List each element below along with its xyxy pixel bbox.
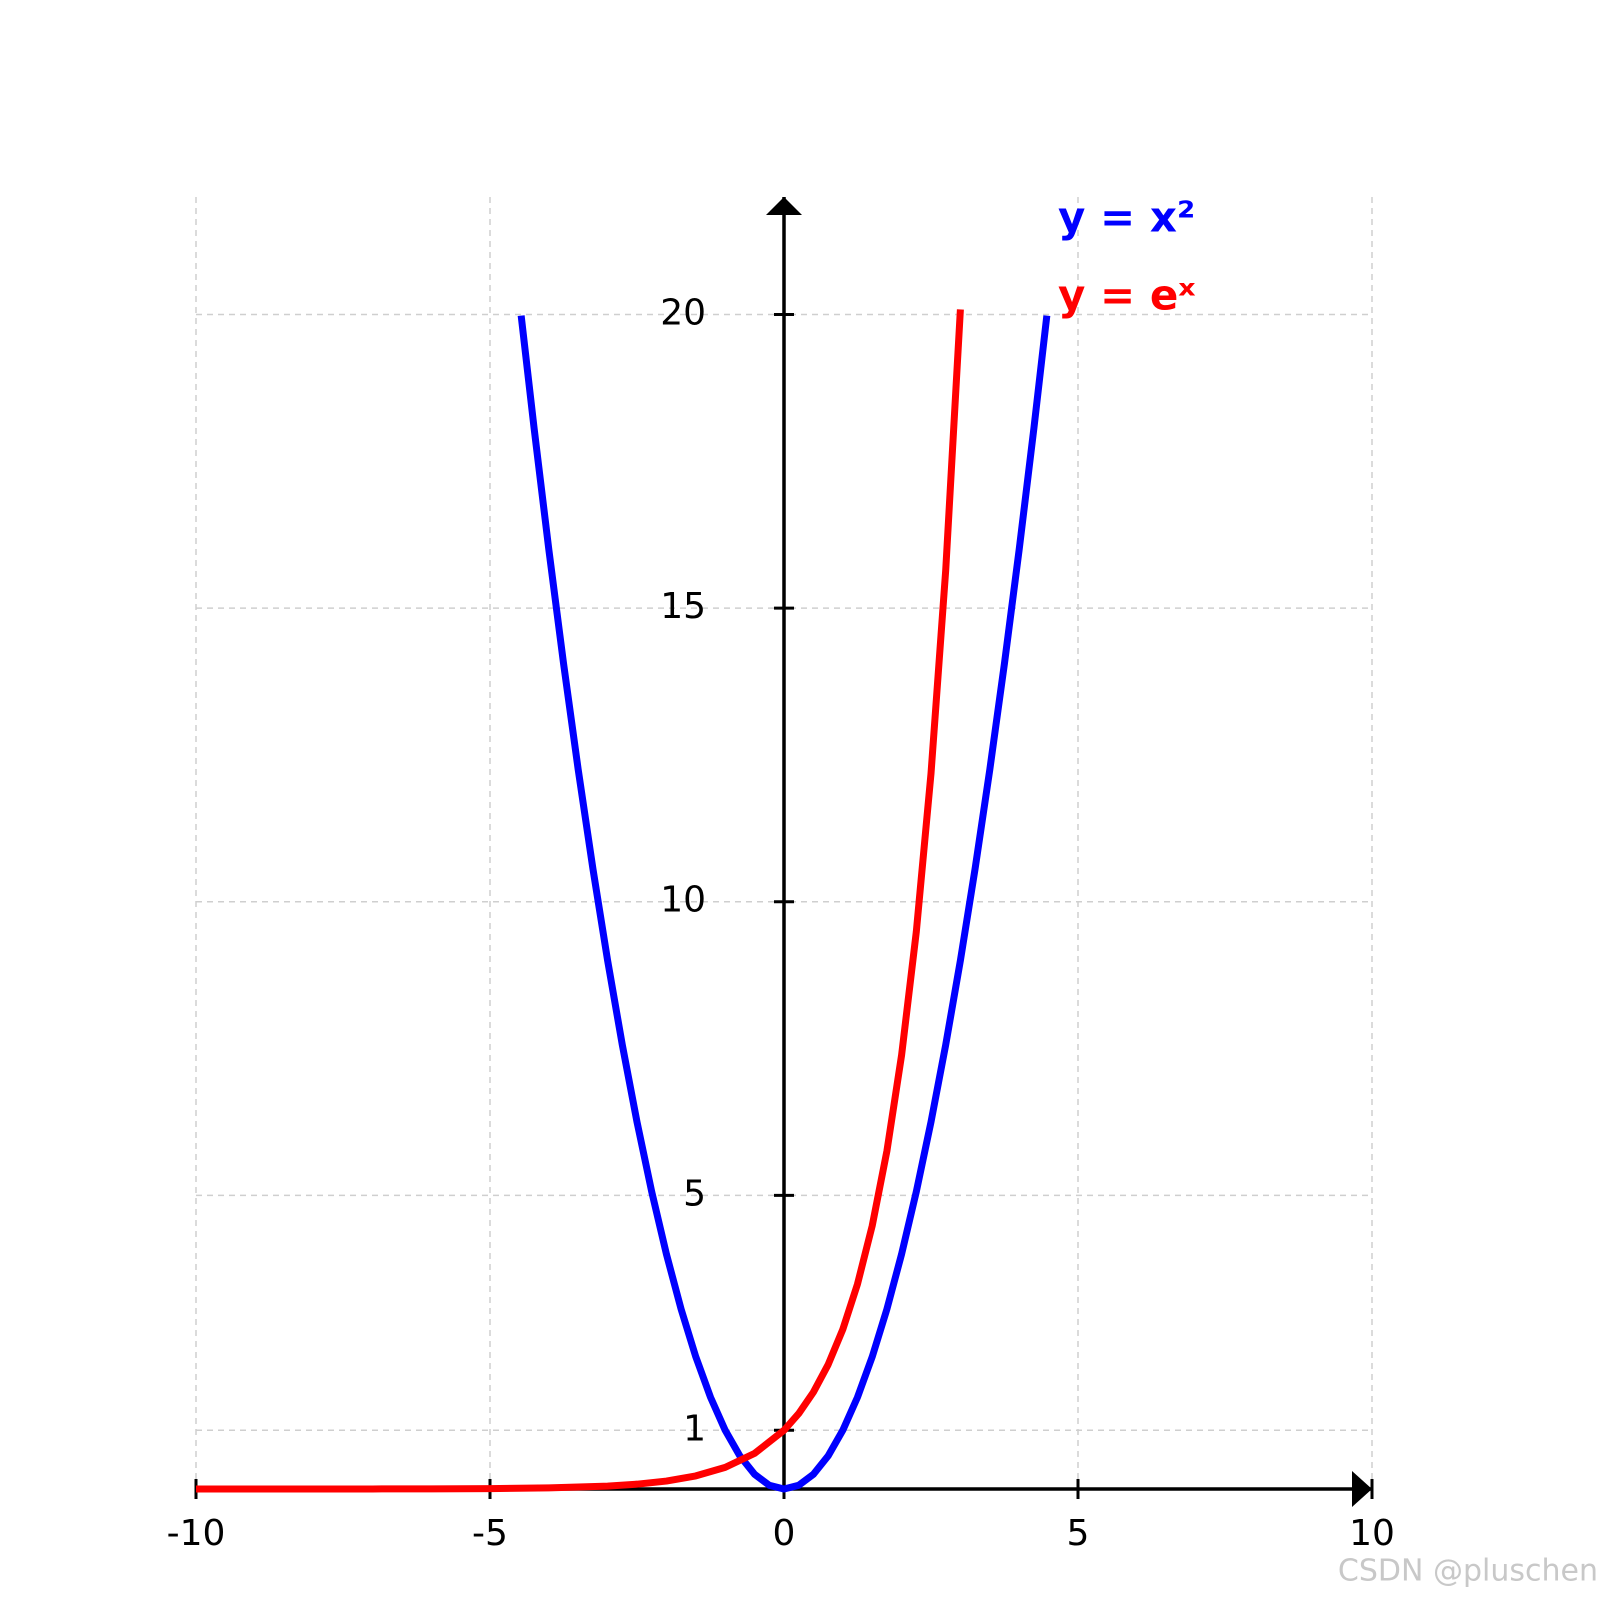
y-tick-label: 10 — [660, 880, 706, 921]
y-axis-arrow — [766, 197, 802, 215]
watermark: CSDN @pluschen — [1338, 1554, 1598, 1589]
legend-entry: y = eˣ — [1058, 271, 1196, 320]
series-line — [195, 309, 964, 1493]
x-tick-label: 5 — [1067, 1513, 1090, 1554]
plot-area — [195, 309, 1051, 1493]
y-tick-label: 20 — [660, 292, 706, 333]
x-tick-label: -10 — [167, 1513, 226, 1554]
y-tick-label: 15 — [660, 586, 706, 627]
x-tick-label: 10 — [1349, 1513, 1395, 1554]
legend-entry: y = x² — [1058, 193, 1195, 242]
y-tick-label: 1 — [683, 1408, 706, 1449]
y-tick-label: 5 — [683, 1173, 706, 1214]
series-line — [517, 315, 1051, 1493]
x-axis-arrow — [1352, 1471, 1372, 1507]
axes — [194, 197, 1374, 1507]
x-tick-label: 0 — [773, 1513, 796, 1554]
x-tick-label: -5 — [472, 1513, 508, 1554]
